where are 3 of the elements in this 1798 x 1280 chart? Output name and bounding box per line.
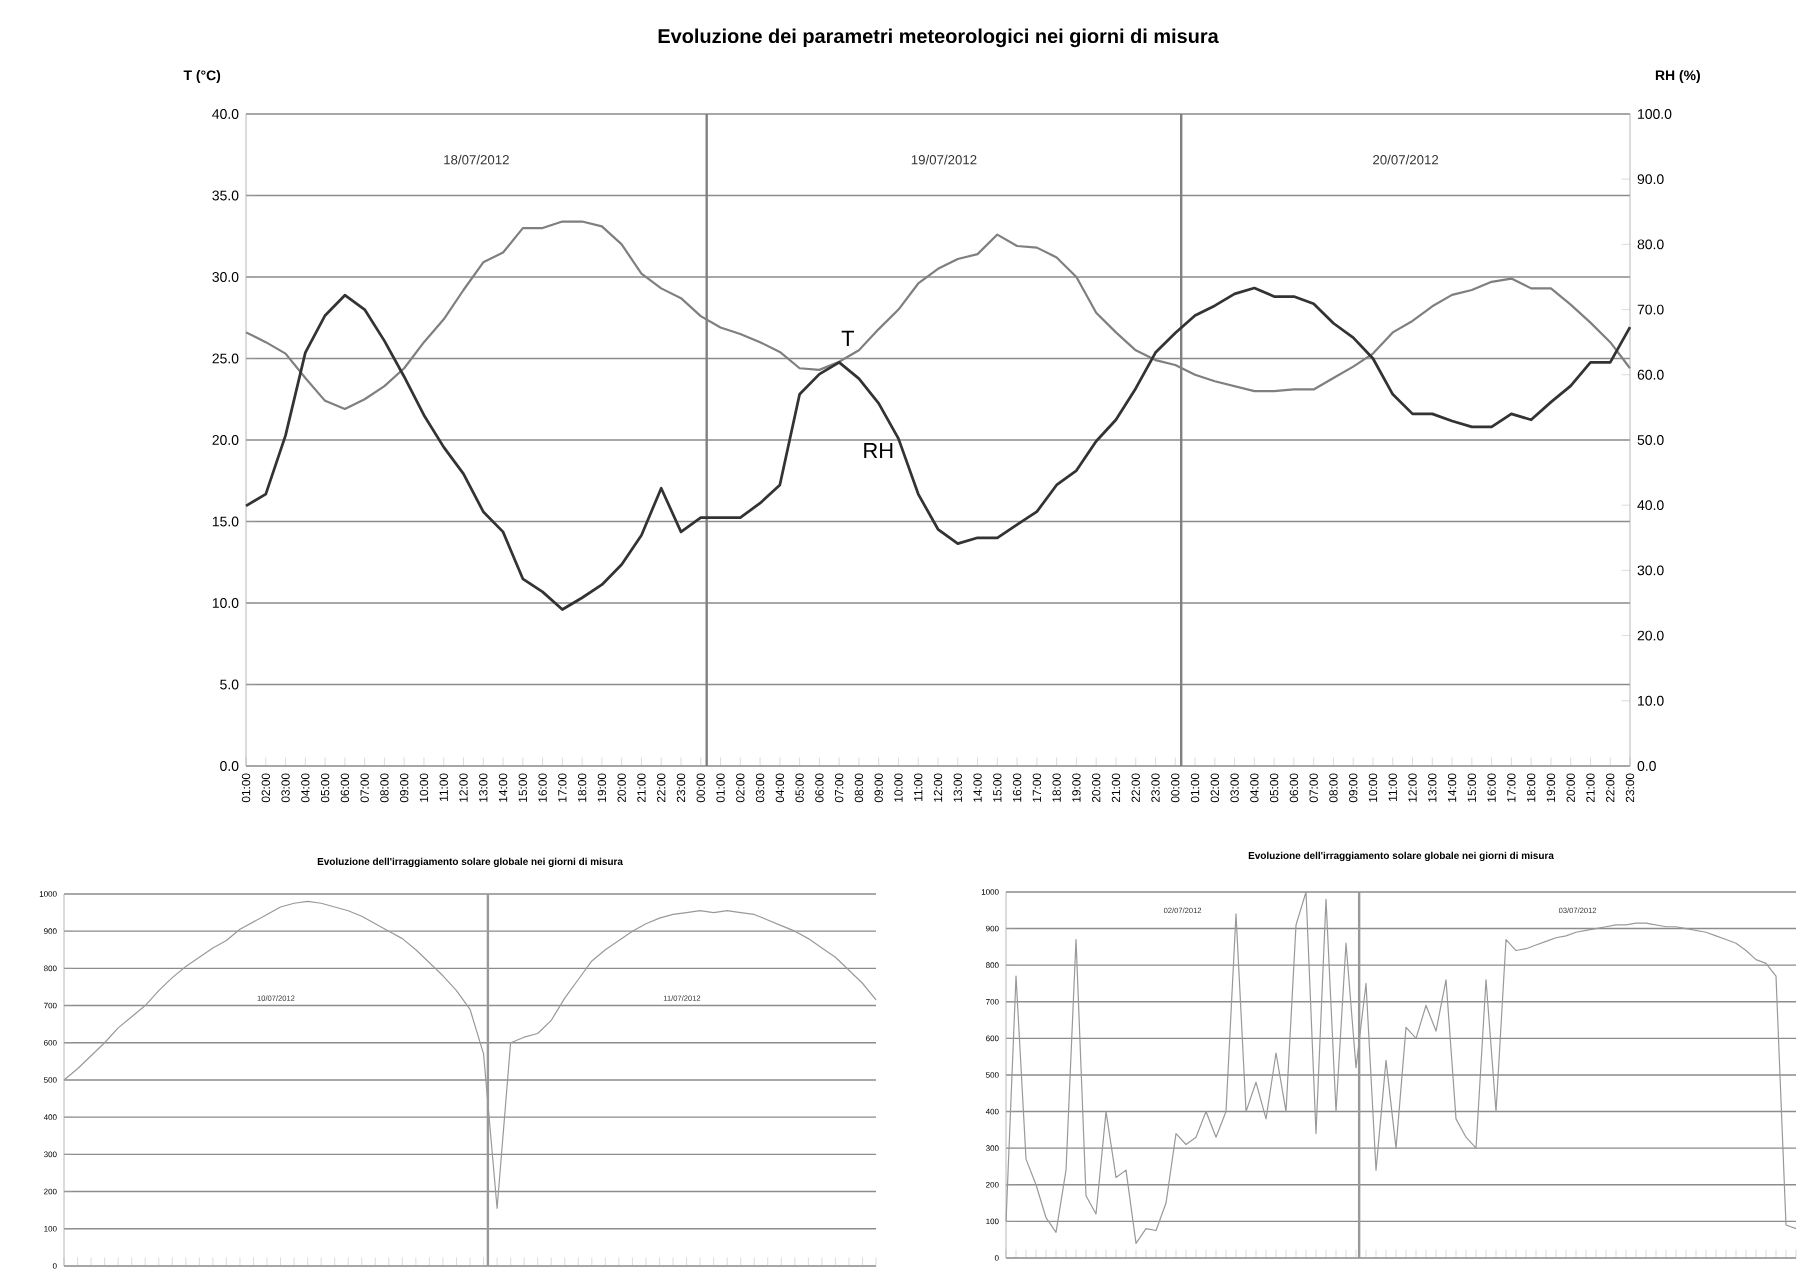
chart-title: Evoluzione dei parametri meteorologici nei giorni di misura	[658, 28, 1219, 48]
series-label: RH	[864, 443, 893, 459]
series-label: T	[841, 330, 855, 346]
